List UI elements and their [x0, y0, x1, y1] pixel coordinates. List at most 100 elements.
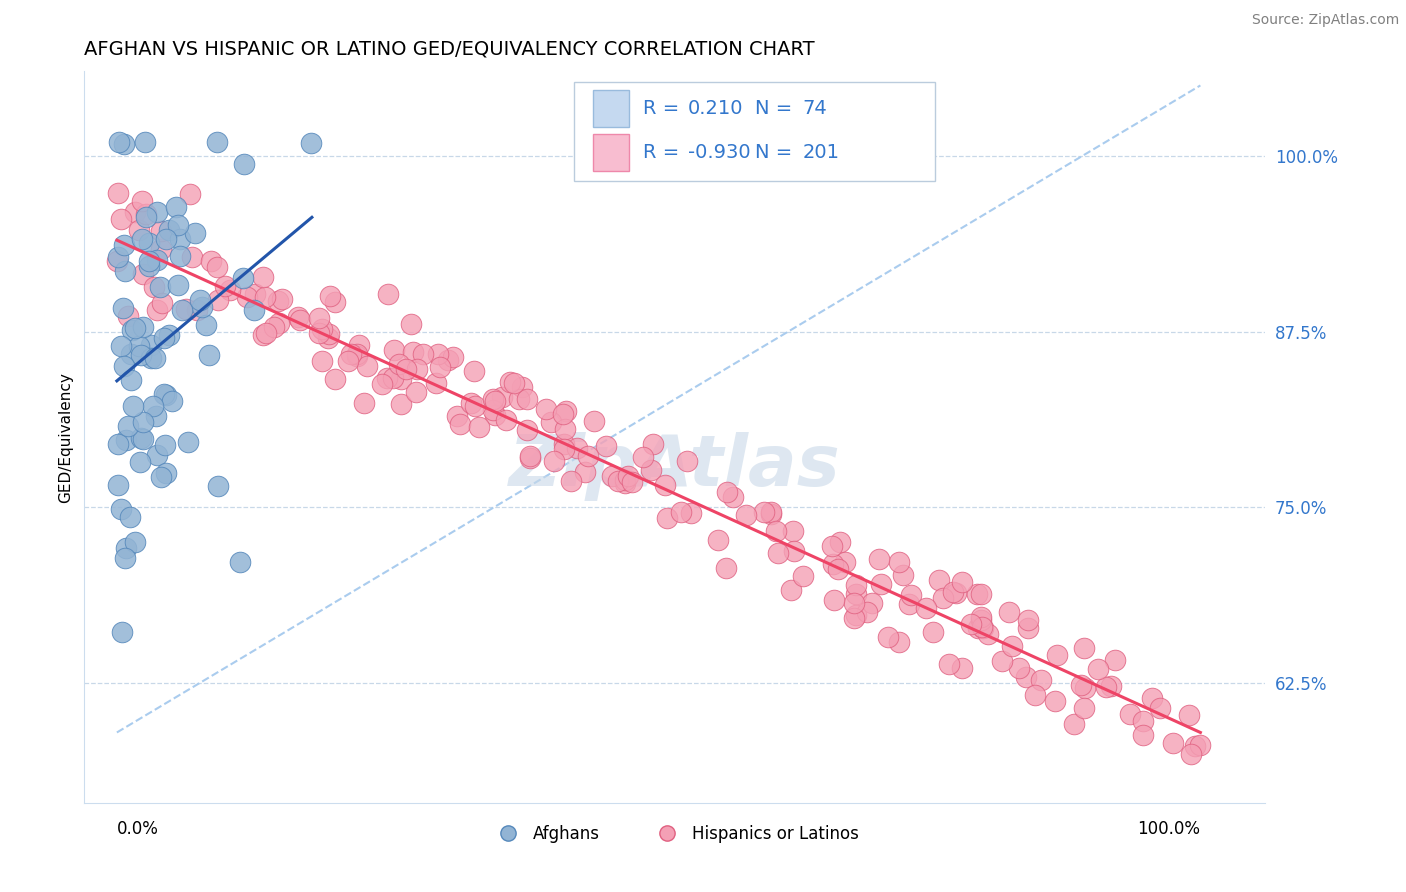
Point: [1043, 694, 1066, 708]
Point: [1070, 678, 1092, 692]
Point: [898, 597, 921, 611]
Point: [149, 279, 172, 293]
Point: [759, 505, 782, 519]
Point: [134, 135, 156, 149]
Point: [162, 393, 184, 408]
Point: [371, 376, 394, 391]
Point: [426, 347, 449, 361]
Point: [449, 417, 471, 432]
Point: [1142, 691, 1164, 706]
Point: [460, 396, 482, 410]
Point: [446, 409, 468, 424]
Point: [105, 254, 128, 268]
Point: [551, 407, 574, 421]
Point: [308, 326, 330, 340]
Point: [1063, 717, 1085, 731]
Point: [165, 200, 187, 214]
Point: [146, 302, 169, 317]
Point: [177, 435, 200, 450]
Point: [129, 348, 152, 362]
Point: [779, 582, 801, 597]
Point: [194, 318, 217, 332]
Point: [207, 479, 229, 493]
Point: [128, 339, 150, 353]
Point: [395, 362, 418, 376]
Text: R =: R =: [643, 99, 686, 118]
Point: [401, 345, 423, 359]
Point: [1015, 670, 1038, 684]
Point: [595, 439, 617, 453]
Point: [543, 454, 565, 468]
Point: [131, 320, 153, 334]
Text: N =: N =: [755, 99, 799, 118]
Text: AFGHAN VS HISPANIC OR LATINO GED/EQUIVALENCY CORRELATION CHART: AFGHAN VS HISPANIC OR LATINO GED/EQUIVAL…: [84, 39, 815, 59]
Point: [132, 415, 155, 429]
Point: [288, 313, 311, 327]
Point: [845, 578, 868, 592]
Point: [823, 593, 845, 607]
Point: [425, 376, 447, 390]
Point: [115, 541, 138, 555]
Point: [887, 635, 910, 649]
Point: [1031, 673, 1053, 687]
Point: [267, 316, 290, 330]
Point: [129, 431, 152, 445]
Point: [976, 627, 998, 641]
Point: [131, 194, 153, 208]
Point: [560, 474, 582, 488]
Point: [377, 286, 399, 301]
Point: [188, 293, 211, 307]
Point: [153, 330, 176, 344]
Point: [150, 296, 173, 310]
Point: [146, 448, 169, 462]
Point: [1184, 739, 1206, 753]
Point: [842, 596, 865, 610]
Point: [169, 232, 191, 246]
Y-axis label: GED/Equivalency: GED/Equivalency: [58, 372, 73, 502]
Point: [553, 437, 575, 451]
Point: [388, 357, 411, 371]
Point: [138, 259, 160, 273]
Point: [860, 596, 883, 610]
Point: [510, 380, 533, 394]
Point: [765, 524, 787, 538]
Point: [576, 449, 599, 463]
Point: [582, 414, 605, 428]
Point: [614, 475, 637, 490]
Point: [243, 303, 266, 318]
Point: [436, 353, 458, 368]
Point: [117, 309, 139, 323]
Point: [263, 320, 285, 334]
Point: [676, 454, 699, 468]
Point: [146, 204, 169, 219]
FancyBboxPatch shape: [575, 82, 935, 181]
Point: [495, 413, 517, 427]
Point: [214, 278, 236, 293]
Text: 0.0%: 0.0%: [117, 820, 159, 838]
Point: [229, 555, 252, 569]
Point: [412, 347, 434, 361]
Point: [643, 437, 665, 451]
Point: [942, 584, 965, 599]
Point: [463, 364, 485, 378]
Point: [200, 254, 222, 268]
Point: [111, 625, 134, 640]
Point: [110, 212, 132, 227]
Point: [138, 235, 160, 250]
Point: [482, 392, 505, 407]
Point: [823, 557, 845, 571]
Point: [389, 397, 412, 411]
Point: [827, 562, 849, 576]
Point: [900, 588, 922, 602]
Point: [311, 354, 333, 368]
Point: [112, 136, 135, 151]
Point: [1188, 738, 1211, 752]
Text: ZipAtlas: ZipAtlas: [509, 432, 841, 500]
Point: [614, 473, 637, 487]
Point: [633, 450, 655, 464]
Point: [287, 310, 309, 324]
Point: [600, 468, 623, 483]
Point: [887, 555, 910, 569]
Point: [184, 227, 207, 241]
Point: [1017, 621, 1039, 635]
